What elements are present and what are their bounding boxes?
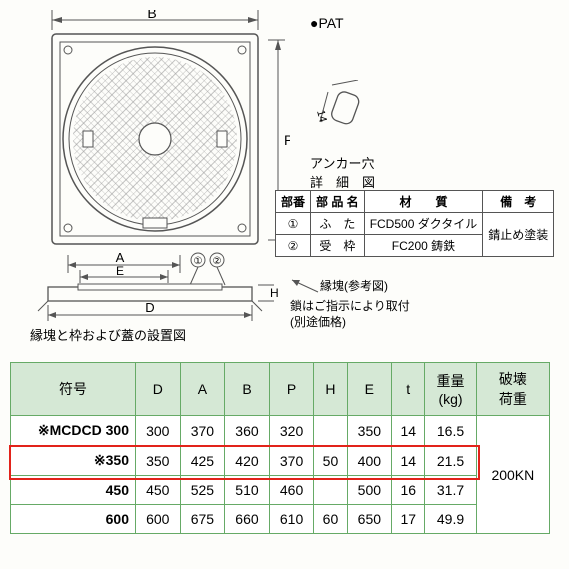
spec-cell: 60 bbox=[314, 505, 347, 534]
spec-cell: 510 bbox=[225, 476, 270, 505]
parts-remark: 錆止め塗装 bbox=[483, 213, 554, 257]
notes: 縁塊(参考図) 鎖はご指示により取付 (別途価格) bbox=[290, 278, 410, 330]
parts-cell: FC200 鋳鉄 bbox=[364, 235, 483, 257]
spec-cell: 650 bbox=[347, 505, 392, 534]
note-line1: 縁塊(参考図) bbox=[320, 279, 388, 293]
spec-cell: 16.5 bbox=[425, 416, 476, 446]
spec-row: 600 600 675 660 610 60 650 17 49.9 bbox=[11, 505, 550, 534]
spec-cell: 660 bbox=[225, 505, 270, 534]
spec-cell: 31.7 bbox=[425, 476, 476, 505]
pat-label: ●PAT bbox=[310, 15, 344, 31]
spec-cell: 360 bbox=[225, 416, 270, 446]
spec-cell: 400 bbox=[347, 446, 392, 476]
spec-cell bbox=[314, 476, 347, 505]
note-line2: 鎖はご指示により取付 bbox=[290, 299, 410, 313]
parts-cell: ふ た bbox=[311, 213, 365, 235]
spec-code: ※MCDCD 300 bbox=[11, 416, 136, 446]
parts-cell: 受 枠 bbox=[311, 235, 365, 257]
spec-th: A bbox=[180, 363, 225, 416]
spec-cell: 50 bbox=[314, 446, 347, 476]
svg-text:E: E bbox=[116, 264, 124, 278]
spec-cell: 350 bbox=[347, 416, 392, 446]
svg-text:縁塊と枠および蓋の設置図: 縁塊と枠および蓋の設置図 bbox=[30, 328, 186, 343]
parts-cell: ① bbox=[276, 213, 311, 235]
spec-cell: 21.5 bbox=[425, 446, 476, 476]
spec-cell: 450 bbox=[136, 476, 181, 505]
spec-code: 450 bbox=[11, 476, 136, 505]
spec-cell: 610 bbox=[269, 505, 314, 534]
spec-row: ※350 350 425 420 370 50 400 14 21.5 bbox=[11, 446, 550, 476]
svg-text:14: 14 bbox=[314, 109, 329, 124]
parts-th-name: 部 品 名 bbox=[311, 191, 365, 213]
spec-row: ※MCDCD 300 300 370 360 320 350 14 16.5 2… bbox=[11, 416, 550, 446]
spec-cell: 420 bbox=[225, 446, 270, 476]
spec-cell: 675 bbox=[180, 505, 225, 534]
parts-cell: ② bbox=[276, 235, 311, 257]
spec-cell: 14 bbox=[392, 446, 425, 476]
anchor-label1: アンカー穴 bbox=[310, 153, 410, 172]
anchor-detail: 30 14 アンカー穴 詳 細 図 bbox=[310, 80, 410, 191]
spec-cell: 460 bbox=[269, 476, 314, 505]
spec-cell: 320 bbox=[269, 416, 314, 446]
spec-cell: 370 bbox=[269, 446, 314, 476]
svg-text:①: ① bbox=[194, 256, 203, 267]
spec-th: t bbox=[392, 363, 425, 416]
svg-text:H: H bbox=[270, 286, 279, 300]
spec-th: D bbox=[136, 363, 181, 416]
spec-cell: 49.9 bbox=[425, 505, 476, 534]
spec-cell: 425 bbox=[180, 446, 225, 476]
spec-load: 200KN bbox=[476, 416, 549, 534]
spec-code: 600 bbox=[11, 505, 136, 534]
parts-th-num: 部番 bbox=[276, 191, 311, 213]
spec-cell: 16 bbox=[392, 476, 425, 505]
spec-th: B bbox=[225, 363, 270, 416]
technical-drawing: B P bbox=[20, 10, 290, 340]
spec-th: H bbox=[314, 363, 347, 416]
spec-cell: 500 bbox=[347, 476, 392, 505]
parts-cell: FCD500 ダクタイル bbox=[364, 213, 483, 235]
dim-p: P bbox=[284, 132, 290, 148]
spec-code: ※350 bbox=[11, 446, 136, 476]
svg-text:A: A bbox=[116, 250, 125, 265]
spec-row: 450 450 525 510 460 500 16 31.7 bbox=[11, 476, 550, 505]
spec-table: 符号 D A B P H E t 重量 (kg) 破壊 荷重 ※MCDCD 30… bbox=[10, 362, 550, 534]
spec-cell bbox=[314, 416, 347, 446]
spec-cell: 370 bbox=[180, 416, 225, 446]
spec-th: E bbox=[347, 363, 392, 416]
spec-th: P bbox=[269, 363, 314, 416]
spec-cell: 600 bbox=[136, 505, 181, 534]
top-section: ●PAT B P bbox=[10, 10, 559, 360]
spec-cell: 300 bbox=[136, 416, 181, 446]
spec-cell: 17 bbox=[392, 505, 425, 534]
spec-th: 重量 (kg) bbox=[425, 363, 476, 416]
svg-text:②: ② bbox=[213, 256, 222, 267]
parts-table: 部番 部 品 名 材 質 備 考 ① ふ た FCD500 ダクタイル 錆止め塗… bbox=[275, 190, 554, 257]
spec-cell: 14 bbox=[392, 416, 425, 446]
note-line3: (別途価格) bbox=[290, 315, 346, 329]
anchor-label2: 詳 細 図 bbox=[310, 172, 410, 191]
dim-b: B bbox=[147, 10, 156, 21]
spec-cell: 525 bbox=[180, 476, 225, 505]
svg-text:D: D bbox=[145, 300, 154, 315]
spec-cell: 350 bbox=[136, 446, 181, 476]
parts-th-material: 材 質 bbox=[364, 191, 483, 213]
spec-th: 符号 bbox=[11, 363, 136, 416]
spec-th: 破壊 荷重 bbox=[476, 363, 549, 416]
parts-th-remark: 備 考 bbox=[483, 191, 554, 213]
